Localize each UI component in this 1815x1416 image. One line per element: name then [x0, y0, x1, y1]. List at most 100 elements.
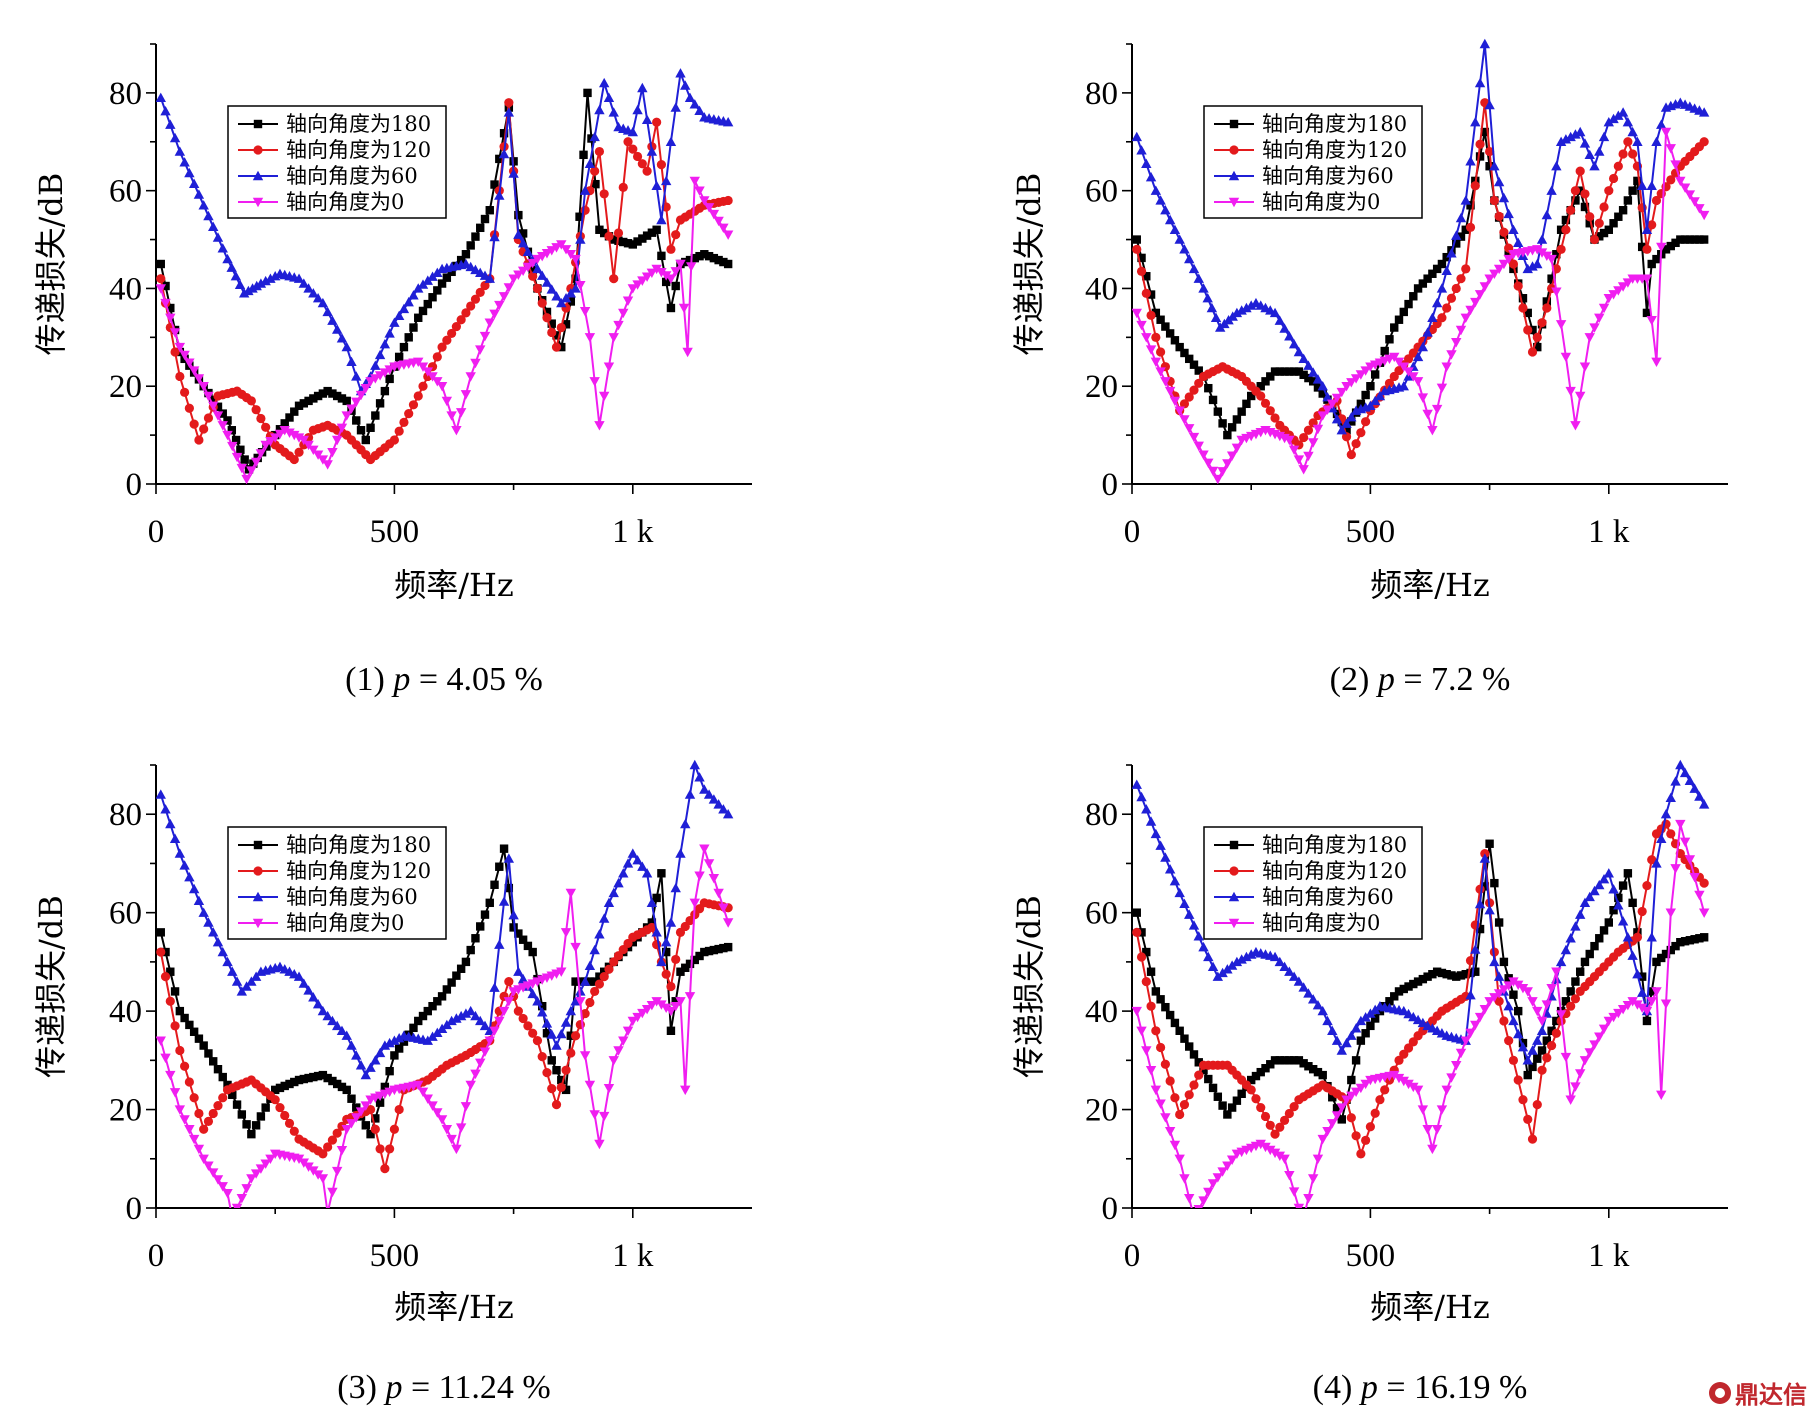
- data-point: [609, 235, 618, 244]
- data-point: [1528, 1062, 1537, 1072]
- data-point: [1513, 1028, 1524, 1039]
- data-point: [1579, 1056, 1591, 1066]
- y-axis-title: 传递损失/dB: [32, 895, 70, 1078]
- data-point: [518, 229, 528, 238]
- data-point: [1508, 259, 1519, 269]
- data-point: [1503, 254, 1514, 265]
- data-point: [552, 1065, 561, 1075]
- data-point: [1441, 265, 1452, 276]
- data-point: [503, 283, 515, 293]
- data-point: [1571, 196, 1580, 205]
- data-point: [656, 956, 667, 967]
- data-point: [686, 262, 697, 272]
- data-point: [583, 88, 592, 98]
- data-point: [1156, 347, 1166, 357]
- data-point: [169, 328, 181, 338]
- data-point: [1585, 212, 1595, 222]
- data-point: [570, 254, 581, 265]
- figure-caption: (1) p = 4.05 %: [345, 661, 543, 698]
- data-point: [1361, 417, 1371, 427]
- data-point: [1207, 961, 1219, 972]
- data-point: [1203, 951, 1214, 962]
- data-point: [1657, 953, 1666, 963]
- data-point: [1451, 1061, 1462, 1071]
- data-point: [236, 986, 248, 996]
- data-point: [303, 283, 314, 293]
- data-point: [1504, 974, 1513, 983]
- data-point: [1428, 969, 1437, 979]
- data-point: [442, 273, 452, 282]
- caption-part: = 7.2 %: [1395, 661, 1511, 698]
- legend-label: 轴向角度为180: [286, 112, 431, 136]
- data-point: [375, 399, 385, 408]
- data-point: [1541, 1000, 1553, 1010]
- figure-caption: (3) p = 11.24 %: [337, 1369, 550, 1406]
- data-point: [1208, 1083, 1218, 1093]
- data-point: [180, 387, 190, 397]
- data-point: [341, 1030, 352, 1040]
- y-tick-label: 20: [109, 1093, 142, 1129]
- data-point: [466, 241, 475, 250]
- legend-label: 轴向角度为180: [286, 833, 431, 857]
- data-point: [1594, 146, 1605, 156]
- legend-label: 轴向角度为0: [1262, 911, 1380, 935]
- data-point: [595, 225, 604, 234]
- data-point: [1574, 909, 1586, 919]
- data-point: [1350, 374, 1362, 384]
- data-point: [1231, 956, 1243, 967]
- data-point: [170, 347, 180, 357]
- data-point: [389, 1035, 400, 1045]
- data-point: [670, 102, 681, 112]
- data-point: [1432, 264, 1442, 274]
- data-point: [1185, 1042, 1194, 1051]
- x-tick-label: 1 k: [1588, 1238, 1630, 1274]
- data-point: [1413, 977, 1423, 986]
- data-point: [384, 328, 395, 338]
- data-point: [1613, 1008, 1624, 1019]
- data-point: [589, 377, 600, 387]
- data-point: [575, 234, 586, 244]
- data-point: [414, 1016, 423, 1026]
- data-point: [541, 1018, 553, 1028]
- data-point: [579, 976, 591, 986]
- data-point: [1141, 1046, 1152, 1056]
- data-point: [1475, 884, 1485, 894]
- data-point: [1417, 1105, 1429, 1115]
- data-point: [1256, 1102, 1266, 1113]
- data-point: [1556, 225, 1566, 234]
- data-point: [703, 789, 715, 799]
- data-point: [1475, 924, 1485, 934]
- data-point: [451, 321, 461, 332]
- data-point: [1522, 987, 1533, 997]
- data-point: [331, 1166, 343, 1177]
- legend-item: 轴向角度为180: [238, 112, 431, 136]
- data-point: [1331, 1111, 1343, 1121]
- data-point: [212, 232, 224, 242]
- data-point: [1389, 352, 1400, 363]
- data-point: [1347, 1075, 1356, 1085]
- data-point: [308, 992, 319, 1002]
- data-point: [1417, 393, 1429, 403]
- data-point: [1189, 1050, 1199, 1059]
- data-point: [1175, 1026, 1184, 1035]
- data-point: [532, 1036, 543, 1046]
- data-point: [723, 259, 733, 269]
- data-point: [241, 474, 252, 484]
- data-point: [1260, 398, 1271, 408]
- data-point: [409, 323, 418, 332]
- data-point: [1574, 391, 1586, 402]
- data-point: [1632, 136, 1643, 146]
- data-point: [255, 449, 267, 459]
- legend-marker: [1229, 866, 1239, 876]
- data-point: [1307, 994, 1319, 1004]
- data-point: [279, 426, 290, 436]
- data-point: [1489, 195, 1499, 206]
- data-point: [1442, 969, 1451, 979]
- data-point: [1474, 77, 1486, 88]
- data-point: [1470, 944, 1481, 954]
- data-point: [646, 897, 658, 908]
- data-point: [165, 119, 176, 129]
- data-point: [1198, 1196, 1209, 1206]
- data-point: [551, 1040, 562, 1050]
- data-point: [1351, 439, 1361, 449]
